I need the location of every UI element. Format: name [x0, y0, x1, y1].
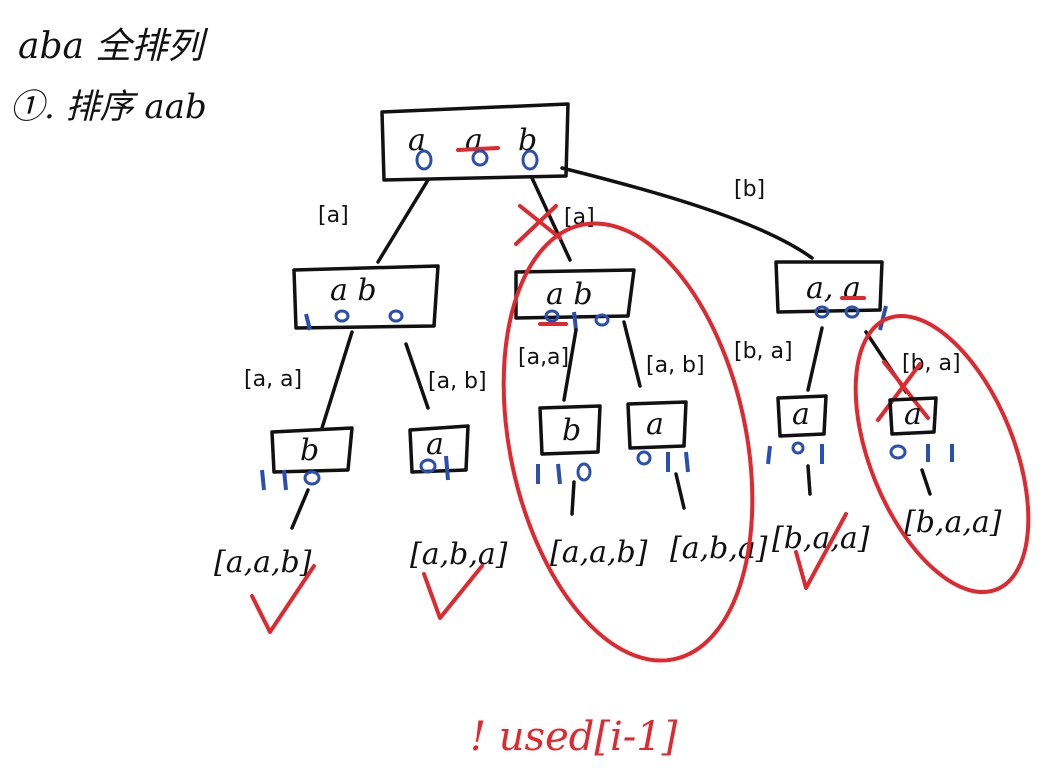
- result-3: [a,a,b]: [550, 535, 648, 570]
- edge-l-right: [404, 342, 430, 410]
- cross-mark-mid-edge: [514, 204, 562, 246]
- level1-mid-marker-b: [594, 313, 610, 327]
- edge-m-left: [562, 328, 578, 402]
- edge-to-r5: [806, 464, 812, 496]
- label-m-right: [a, b]: [646, 353, 705, 378]
- checkmark-3: [794, 512, 848, 590]
- level1-left-marker-a: [334, 309, 350, 323]
- edge-root-left: [376, 178, 430, 264]
- level2-text-3: b: [562, 413, 581, 448]
- level2-node-6: a: [888, 396, 954, 462]
- level2-4-tick-2: [684, 451, 690, 473]
- level1-right-tick: [878, 305, 888, 331]
- label-l-right: [a, b]: [428, 369, 487, 394]
- level1-mid-node: a b: [514, 268, 636, 331]
- result-1: [a,a,b]: [214, 545, 312, 580]
- result-4: [a,b,a]: [670, 531, 768, 566]
- red-oval-mid: [501, 221, 755, 663]
- level2-1-tick-2: [282, 469, 288, 491]
- edge-to-r4: [674, 472, 686, 510]
- result-6: [b,a,a]: [904, 505, 1002, 540]
- level1-right-text: a, a: [806, 271, 861, 306]
- edge-root-right: [560, 166, 814, 260]
- label-l-left: [a, a]: [244, 367, 302, 392]
- level2-node-3: b: [536, 404, 602, 485]
- level2-1-tick-1: [260, 469, 266, 491]
- level2-5-tick-1: [766, 445, 772, 465]
- level2-5-marker: [791, 441, 805, 455]
- red-oval-right: [853, 313, 1031, 595]
- level1-left-tick: [304, 313, 312, 331]
- level2-node-2: a: [408, 424, 470, 481]
- level2-6-marker: [889, 444, 907, 460]
- result-5: [b,a,a]: [772, 521, 870, 556]
- root-letter-3: b: [518, 123, 537, 158]
- level1-mid-text: a b: [546, 277, 593, 312]
- level2-text-6: a: [904, 397, 922, 432]
- checkmark-1: [250, 564, 316, 634]
- level1-right-node: a, a: [774, 260, 888, 331]
- edge-to-r3: [570, 480, 576, 516]
- level2-text-4: a: [646, 407, 664, 442]
- level2-node-5: a: [766, 394, 828, 465]
- label-r-right: [b, a]: [902, 351, 961, 376]
- edge-to-r1: [290, 488, 310, 530]
- root-marker-1: [415, 149, 433, 171]
- title-line-1: aba 全排列: [18, 26, 208, 67]
- level2-2-tick: [444, 455, 450, 481]
- root-node: a a b: [380, 102, 570, 182]
- level2-text-1: b: [300, 433, 319, 468]
- edge-root-mid: [530, 176, 572, 262]
- level2-text-5: a: [792, 397, 810, 432]
- edge-r-left: [806, 326, 824, 392]
- level2-text-2: a: [426, 427, 444, 462]
- level1-left-marker-b: [388, 309, 404, 323]
- level2-3-marker: [576, 462, 592, 482]
- level1-left-text: a b: [330, 273, 377, 308]
- level2-1-marker: [303, 470, 321, 486]
- edge-l-left: [320, 330, 354, 430]
- level2-3-tick-2: [556, 463, 562, 485]
- level1-left-node: a b: [292, 264, 440, 331]
- root-marker-2: [471, 149, 489, 167]
- edge-m-right: [622, 320, 642, 388]
- level1-mid-tick: [572, 311, 578, 331]
- root-strike-mark: [456, 146, 500, 152]
- label-m-left: [a,a]: [518, 345, 569, 370]
- level2-node-4: a: [626, 400, 690, 473]
- title-line-2: ①. 排序 aab: [10, 87, 207, 127]
- level1-right-marker-a: [814, 305, 830, 319]
- checkmark-2: [422, 564, 484, 620]
- footer-note: ! used[i-1]: [470, 714, 678, 760]
- level2-4-marker: [636, 450, 652, 466]
- edge-to-r6: [920, 468, 932, 496]
- label-root-right: [b]: [734, 177, 765, 202]
- level1-right-marker-b: [844, 305, 860, 319]
- result-2: [a,b,a]: [410, 537, 508, 572]
- cross-mark-r-right: [876, 360, 930, 422]
- level2-2-marker: [419, 458, 437, 474]
- label-r-left: [b, a]: [734, 339, 793, 364]
- label-root-left: [a]: [318, 203, 349, 228]
- level1-mid-marker-a: [544, 309, 560, 323]
- root-letter-1: a: [408, 123, 426, 158]
- root-marker-3: [521, 149, 539, 171]
- level2-node-1: b: [260, 426, 354, 491]
